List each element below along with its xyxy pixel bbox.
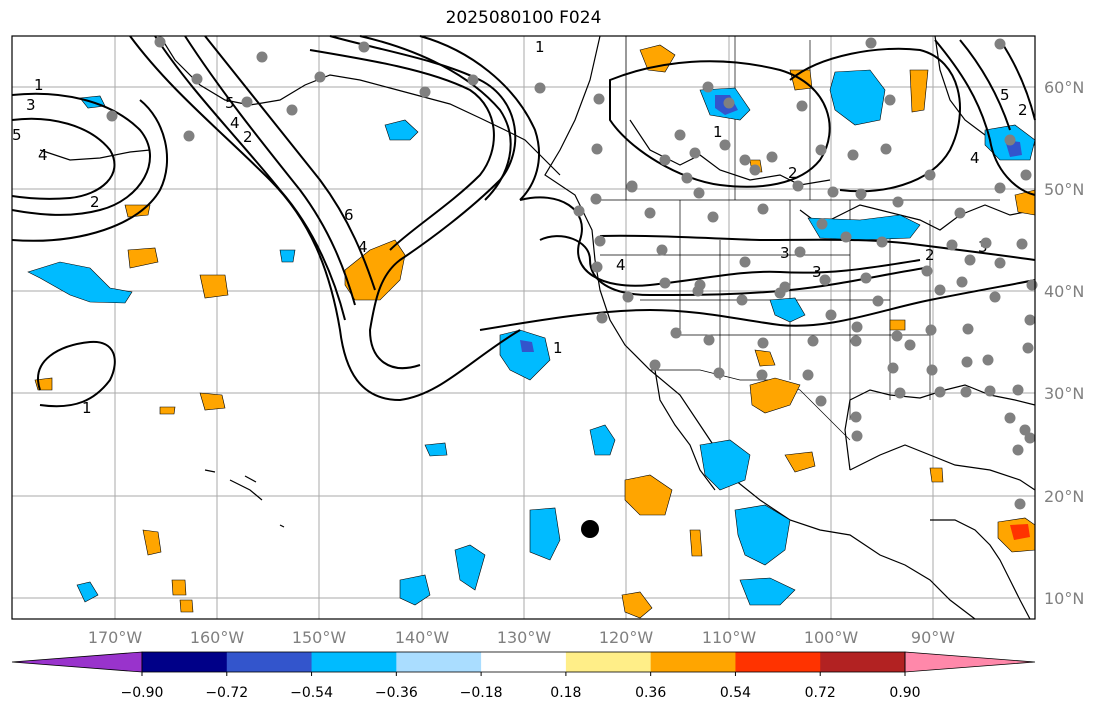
contour-label: 1 bbox=[535, 38, 545, 56]
contour-label: 2 bbox=[788, 164, 798, 182]
colorbar-segment bbox=[820, 652, 906, 672]
lat-tick-label: 20°N bbox=[1044, 487, 1084, 506]
colorbar-outline bbox=[141, 651, 906, 673]
map-frame bbox=[11, 35, 1036, 620]
tropical-cyclone-marker bbox=[581, 520, 599, 538]
colorbar-segment bbox=[396, 652, 482, 672]
lon-tick-label: 140°W bbox=[395, 628, 450, 647]
lon-tick-label: 90°W bbox=[911, 628, 955, 647]
contour-label: 4 bbox=[38, 146, 48, 164]
contour-label: 4 bbox=[358, 238, 368, 256]
colorbar-segment bbox=[142, 652, 228, 672]
lat-tick-label: 30°N bbox=[1044, 384, 1084, 403]
contour-label: 4 bbox=[616, 256, 626, 274]
contour-label: 1 bbox=[713, 123, 723, 141]
map-title: 2025080100 F024 bbox=[445, 8, 602, 28]
colorbar-segment bbox=[650, 652, 736, 672]
contour-label: 4 bbox=[230, 114, 240, 132]
contour-label: 4 bbox=[970, 149, 980, 167]
colorbar-segment bbox=[226, 652, 313, 672]
lon-tick-label: 160°W bbox=[190, 628, 245, 647]
colorbar-tick-label: 0.54 bbox=[720, 685, 751, 701]
contour-label: 1 bbox=[553, 339, 563, 357]
contour-label: 2 bbox=[243, 128, 253, 146]
colorbar-tick-label: −0.72 bbox=[205, 685, 248, 701]
strong-positive-core bbox=[1010, 524, 1030, 540]
contour-label: 5 bbox=[12, 126, 22, 144]
contour-label: 6 bbox=[344, 206, 354, 224]
colorbar-tick-label: 0.18 bbox=[550, 685, 581, 701]
negative-anomaly-areas bbox=[27, 69, 1036, 606]
coastlines bbox=[39, 35, 1036, 620]
colorbar-segment bbox=[565, 652, 652, 672]
colorbar-tick-label: −0.54 bbox=[290, 685, 333, 701]
contour-label: 3 bbox=[812, 263, 822, 281]
lon-tick-label: 170°W bbox=[88, 628, 143, 647]
contour-label: 5 bbox=[1000, 86, 1010, 104]
colorbar-segment bbox=[735, 652, 821, 672]
colorbar-tick-label: 0.90 bbox=[889, 685, 920, 701]
contour-label: 2 bbox=[1018, 101, 1028, 119]
colorbar-segment bbox=[481, 652, 567, 672]
contour-lines bbox=[11, 35, 1036, 408]
colorbar-max-arrow bbox=[904, 651, 1036, 673]
colorbar: −0.90 −0.72 −0.54 −0.36 −0.18 0.18 0.36 0.54 0.7… bbox=[11, 651, 1036, 701]
lat-tick-label: 40°N bbox=[1044, 282, 1084, 301]
colorbar-tick-label: 0.72 bbox=[805, 685, 836, 701]
contour-label: 3 bbox=[26, 96, 36, 114]
colorbar-min-arrow bbox=[11, 651, 143, 673]
lat-tick-label: 60°N bbox=[1044, 78, 1084, 97]
colorbar-tick-label: −0.36 bbox=[375, 685, 418, 701]
colorbar-segment bbox=[311, 652, 397, 672]
latitude-labels: 60°N 50°N 40°N 30°N 20°N 10°N bbox=[1044, 78, 1084, 608]
contour-label: 1 bbox=[82, 399, 92, 417]
lon-tick-label: 120°W bbox=[599, 628, 654, 647]
contour-label: 2 bbox=[90, 193, 100, 211]
contour-label: 2 bbox=[925, 246, 935, 264]
contour-label: 1 bbox=[34, 76, 44, 94]
longitude-labels: 170°W 160°W 150°W 140°W 130°W 120°W 110°… bbox=[88, 628, 955, 647]
colorbar-tick-label: −0.18 bbox=[460, 685, 503, 701]
contour-label: 3 bbox=[780, 244, 790, 262]
lon-tick-label: 110°W bbox=[702, 628, 757, 647]
contour-label: 5 bbox=[225, 94, 235, 112]
colorbar-tick-label: 0.36 bbox=[635, 685, 666, 701]
lon-tick-label: 150°W bbox=[292, 628, 347, 647]
lon-tick-label: 100°W bbox=[804, 628, 859, 647]
colorbar-tick-label: −0.90 bbox=[121, 685, 164, 701]
lat-tick-label: 10°N bbox=[1044, 589, 1084, 608]
lat-tick-label: 50°N bbox=[1044, 180, 1084, 199]
lon-tick-label: 130°W bbox=[497, 628, 552, 647]
station-markers bbox=[106, 36, 1038, 510]
